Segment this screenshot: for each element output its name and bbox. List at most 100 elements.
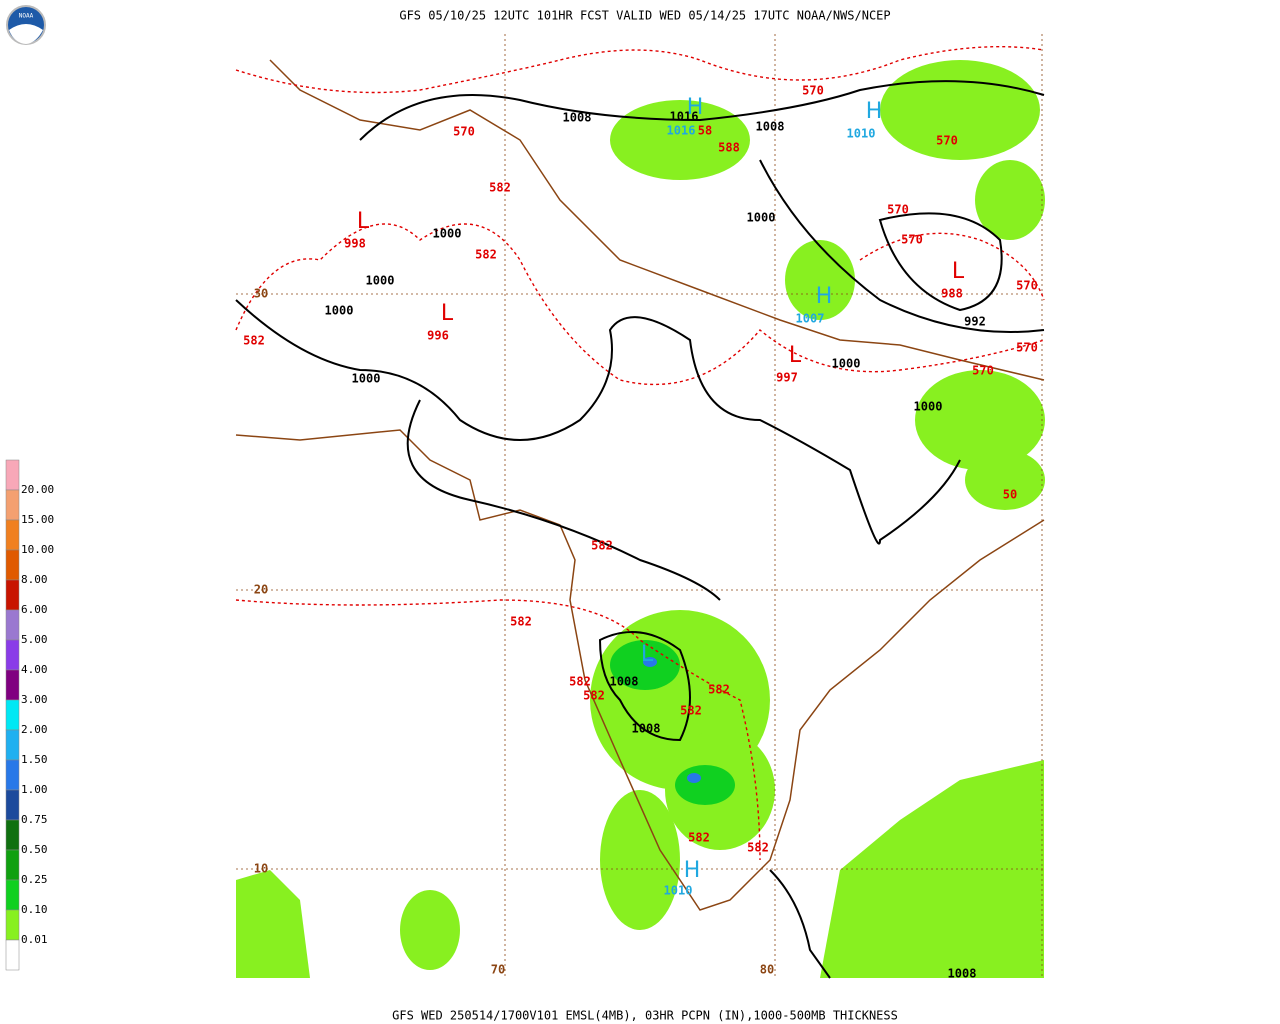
contour-label: 1000 xyxy=(832,357,861,371)
legend-label: 0.75 xyxy=(21,813,48,826)
legend-label: 5.00 xyxy=(21,633,48,646)
precip xyxy=(643,657,657,667)
legend-swatch xyxy=(5,549,20,581)
border xyxy=(269,59,1045,381)
contour-label: 1008 xyxy=(756,120,785,134)
thickness-line xyxy=(235,599,761,861)
contour-label: 582 xyxy=(583,689,605,703)
contour-label: 80 xyxy=(760,963,774,977)
contour-label: 1000 xyxy=(366,274,395,288)
contour-label: 996 xyxy=(427,329,449,343)
legend-swatch xyxy=(5,729,20,761)
pressure-center: L xyxy=(789,343,802,368)
contour-label: 582 xyxy=(243,334,265,348)
contour-label: 1000 xyxy=(914,400,943,414)
thickness-line xyxy=(235,45,1045,94)
precip xyxy=(975,160,1045,240)
logo-text: NOAA xyxy=(19,13,34,20)
contour-label: 570 xyxy=(972,364,994,378)
isobar xyxy=(598,631,691,742)
contour-label: 998 xyxy=(344,237,366,251)
contour-label: 1010 xyxy=(664,884,693,898)
contour-label: 582 xyxy=(591,539,613,553)
precip xyxy=(610,100,750,180)
pressure-center: H xyxy=(687,95,704,120)
isobar xyxy=(878,212,1003,312)
pressure-center: L xyxy=(641,642,654,667)
contour-label: 582 xyxy=(475,248,497,262)
legend-swatch xyxy=(5,909,20,941)
legend-label: 8.00 xyxy=(21,573,48,586)
contour-label: 582 xyxy=(489,181,511,195)
precip xyxy=(785,240,855,320)
footer: GFS WED 250514/1700V101 EMSL(4MB), 03HR … xyxy=(392,1009,898,1023)
thickness-line xyxy=(859,232,1045,301)
precip xyxy=(687,773,701,783)
legend-swatch xyxy=(5,669,20,701)
contour-label: 988 xyxy=(941,287,963,301)
logo: NOAA xyxy=(6,5,46,45)
legend-label: 20.00 xyxy=(21,483,54,496)
contour-label: 1000 xyxy=(352,372,381,386)
thickness-line xyxy=(235,223,1045,386)
contour-label: 70 xyxy=(491,963,505,977)
isobar xyxy=(406,399,721,601)
precip xyxy=(965,450,1045,510)
contour-label: 10 xyxy=(254,862,268,876)
legend-label: 1.00 xyxy=(21,783,48,796)
contour-label: 1016 xyxy=(670,110,699,124)
precip xyxy=(915,370,1045,470)
contour-label: 570 xyxy=(453,125,475,139)
contour-label: 570 xyxy=(901,233,923,247)
isobar xyxy=(359,80,1045,141)
legend-swatch xyxy=(5,489,20,521)
contour-label: 58 xyxy=(698,124,712,138)
pressure-center: H xyxy=(816,284,833,309)
legend-swatch xyxy=(5,819,20,851)
contour-label: 1000 xyxy=(433,227,462,241)
pressure-center: L xyxy=(952,259,965,284)
pressure-center: L xyxy=(357,209,370,234)
legend-label: 4.00 xyxy=(21,663,48,676)
legend-label: 6.00 xyxy=(21,603,48,616)
contour-label: 1008 xyxy=(610,675,639,689)
header: GFS 05/10/25 12UTC 101HR FCST VALID WED … xyxy=(399,9,890,23)
contour-label: 1000 xyxy=(747,211,776,225)
contour-label: 1016 xyxy=(667,124,696,138)
precip xyxy=(236,870,310,978)
precip xyxy=(675,765,735,805)
contour-label: 1008 xyxy=(632,722,661,736)
contour-label: 30 xyxy=(254,287,268,301)
legend-label: 1.50 xyxy=(21,753,48,766)
legend-swatch xyxy=(5,939,20,971)
pressure-center: H xyxy=(684,858,701,883)
legend-swatch xyxy=(5,459,20,491)
isobar xyxy=(235,299,961,545)
contour-label: 582 xyxy=(688,831,710,845)
contour-label: 588 xyxy=(718,141,740,155)
logo-wave xyxy=(9,24,43,44)
contour-label: 1007 xyxy=(796,312,825,326)
legend-swatch xyxy=(5,759,20,791)
contour-label: 992 xyxy=(964,315,986,329)
isobar xyxy=(769,869,831,979)
contour-label: 570 xyxy=(802,84,824,98)
legend-label: 0.01 xyxy=(21,933,48,946)
grid-lines xyxy=(236,34,1044,978)
contour-label: 997 xyxy=(776,371,798,385)
legend-swatch xyxy=(5,849,20,881)
legend-label: 2.00 xyxy=(21,723,48,736)
contour-label: 570 xyxy=(936,134,958,148)
legend-label: 15.00 xyxy=(21,513,54,526)
contour-label: 582 xyxy=(569,675,591,689)
contour-label: 582 xyxy=(680,704,702,718)
contour-label: 1010 xyxy=(847,127,876,141)
precip xyxy=(880,60,1040,160)
contour-label: 582 xyxy=(708,683,730,697)
legend-label: 0.50 xyxy=(21,843,48,856)
contour-label: 582 xyxy=(510,615,532,629)
legend-swatch xyxy=(5,699,20,731)
isobar xyxy=(759,159,1045,333)
